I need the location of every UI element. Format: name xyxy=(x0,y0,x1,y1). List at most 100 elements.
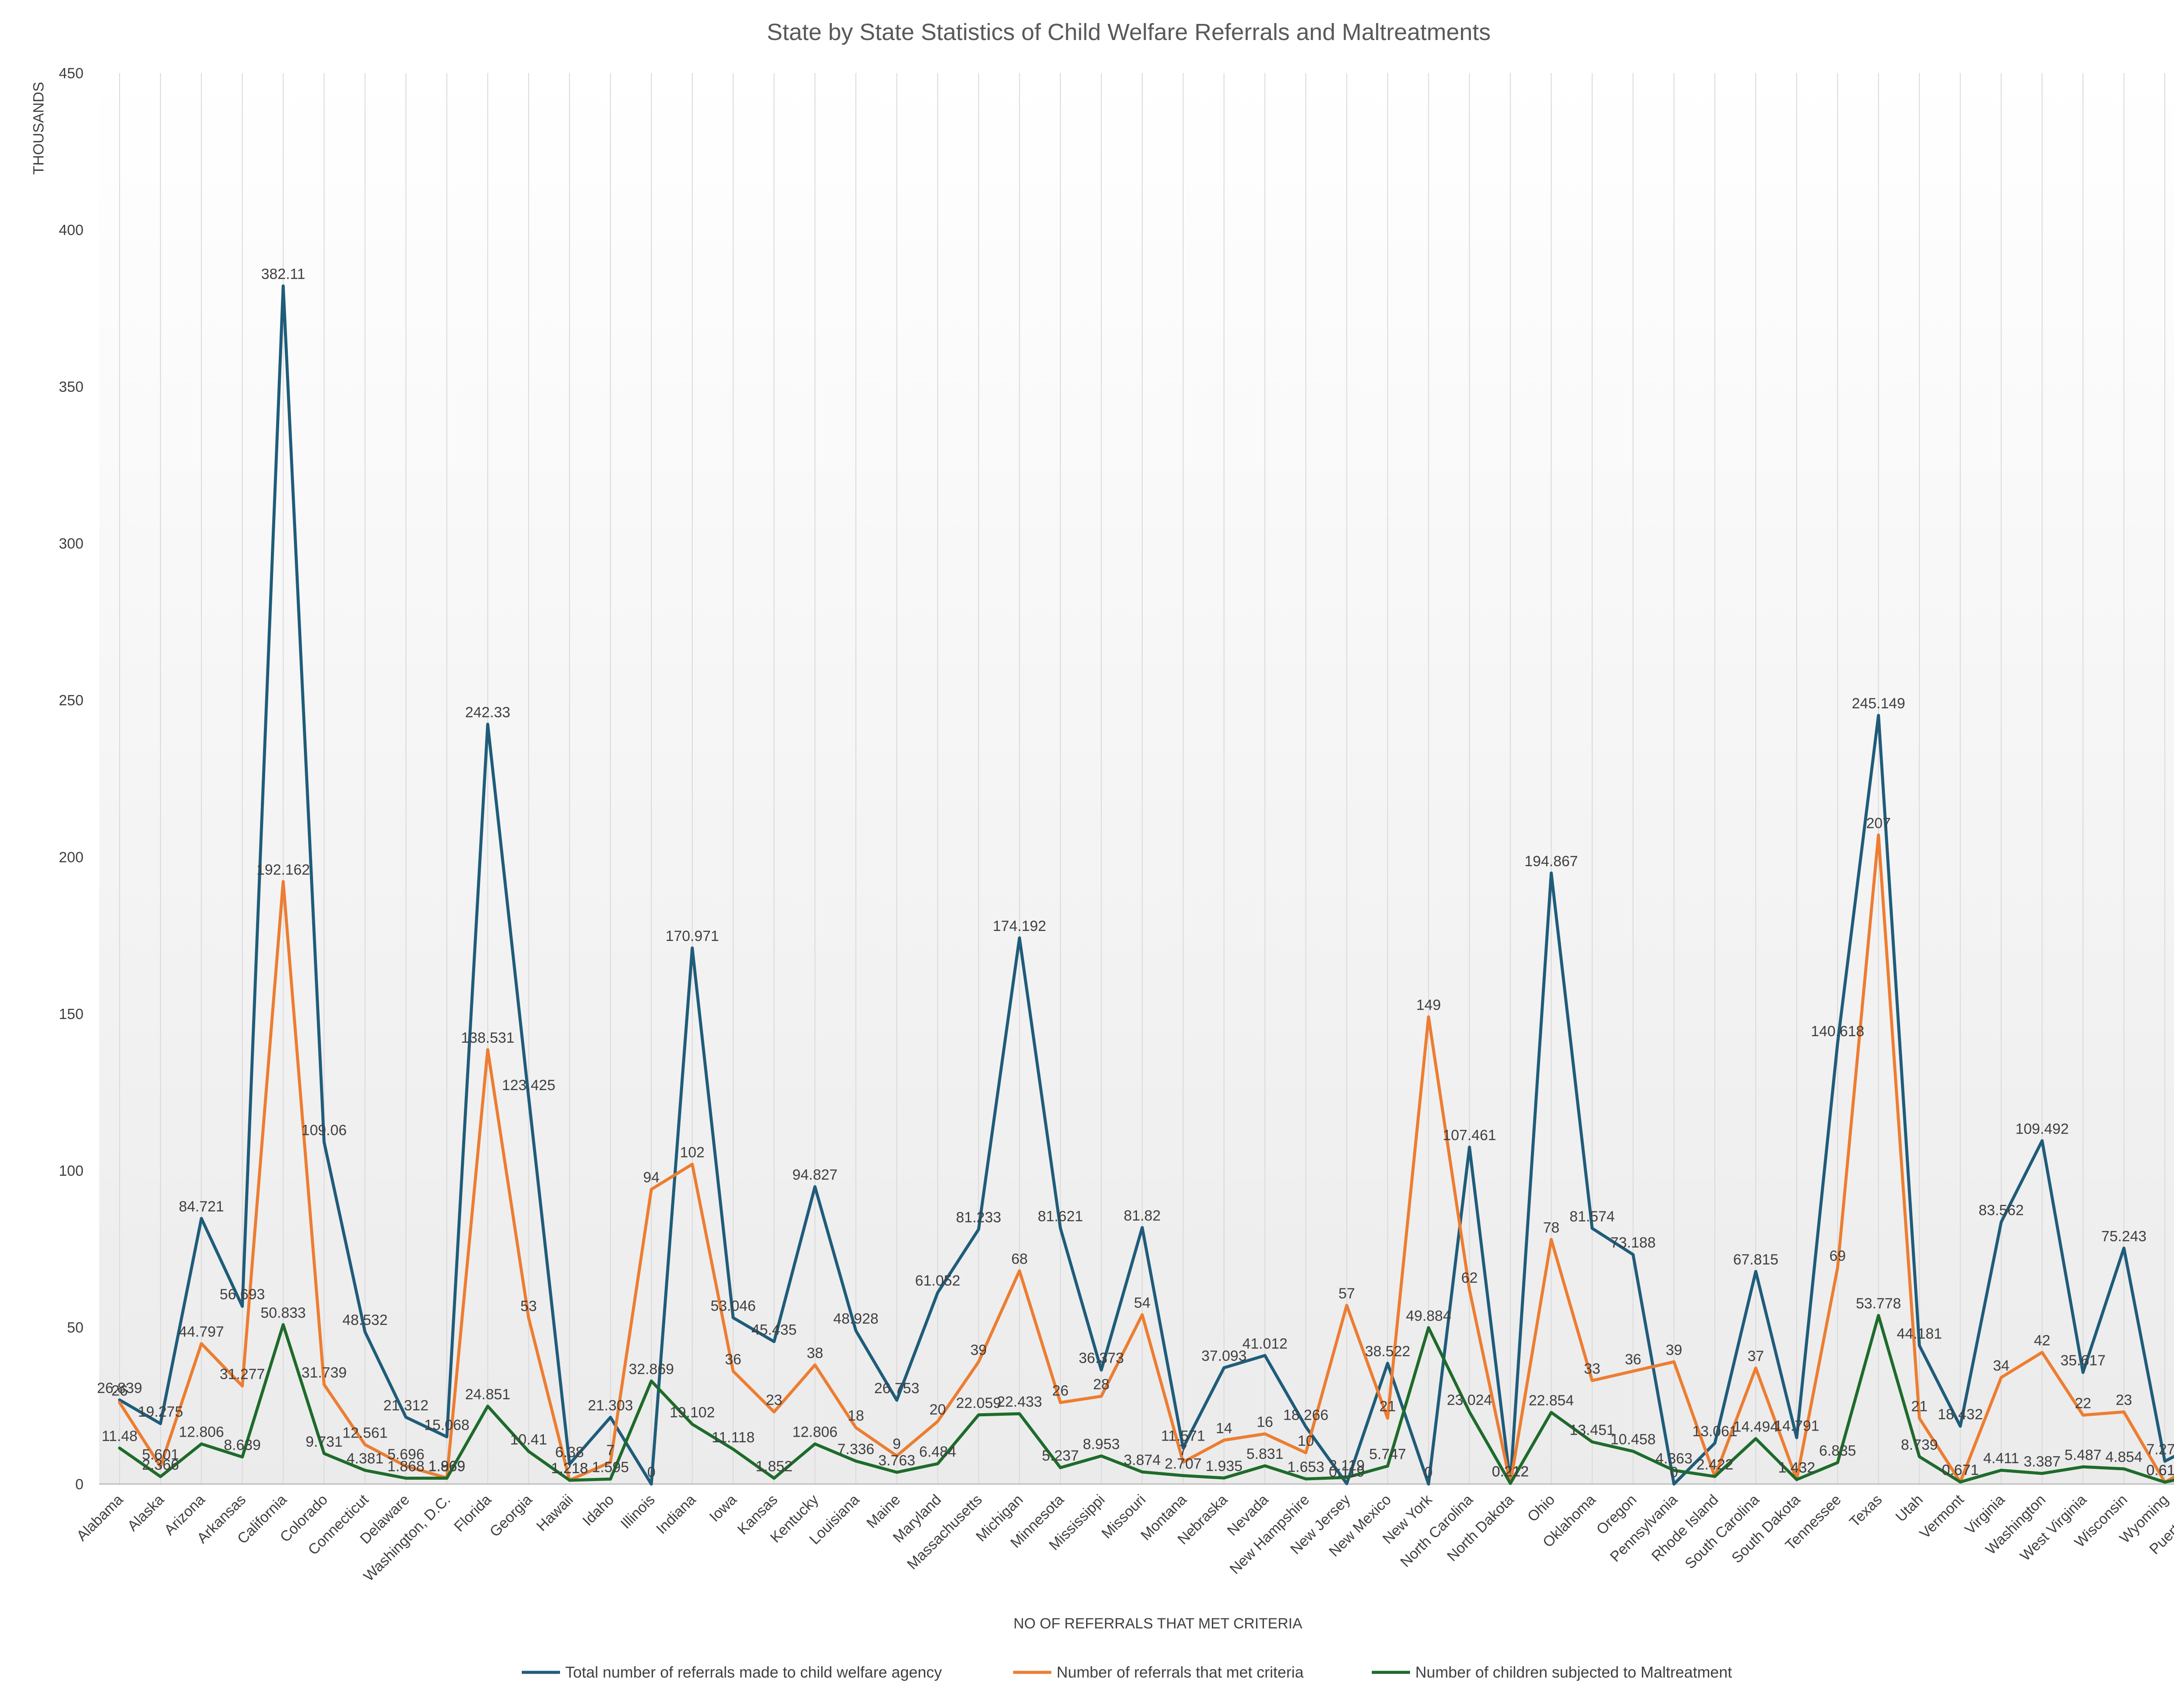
data-label: 35.617 xyxy=(2061,1352,2106,1369)
data-label: 9 xyxy=(893,1436,901,1452)
data-label: 41.012 xyxy=(1242,1335,1287,1352)
data-label: 3.387 xyxy=(2024,1454,2061,1470)
data-point xyxy=(404,1477,407,1480)
data-point xyxy=(363,1331,367,1334)
series-line-1 xyxy=(118,284,2174,1486)
y-tick-label: 100 xyxy=(59,1163,83,1179)
data-point xyxy=(323,1383,326,1386)
data-point xyxy=(1059,1401,1062,1404)
data-point xyxy=(1590,1227,1594,1230)
data-label: 23.024 xyxy=(1447,1392,1492,1408)
data-label: 3.874 xyxy=(1124,1452,1160,1468)
data-label: 1.868 xyxy=(387,1458,424,1475)
data-point xyxy=(527,1450,530,1453)
data-point xyxy=(814,1363,817,1366)
data-label: 0 xyxy=(1424,1464,1433,1481)
data-label: 6.835 xyxy=(1819,1443,1856,1459)
data-label: 53 xyxy=(520,1298,537,1314)
data-point xyxy=(977,1360,980,1363)
data-label: 67.815 xyxy=(1733,1251,1778,1268)
data-point xyxy=(1100,1454,1103,1458)
data-label: 31.739 xyxy=(301,1364,347,1381)
data-label: 73.188 xyxy=(1610,1234,1656,1251)
data-point xyxy=(1672,1469,1675,1472)
data-point xyxy=(1672,1360,1675,1363)
data-label: 48.532 xyxy=(343,1312,388,1328)
data-point xyxy=(1223,1477,1226,1480)
data-point xyxy=(773,1411,776,1414)
data-label: 22 xyxy=(2075,1395,2091,1411)
data-point xyxy=(609,1416,612,1419)
data-label: 4.854 xyxy=(2105,1449,2142,1465)
data-label: 44.181 xyxy=(1897,1325,1942,1342)
data-label: 54 xyxy=(1134,1295,1150,1311)
data-point xyxy=(1754,1270,1757,1273)
data-point xyxy=(895,1471,898,1474)
data-point xyxy=(732,1316,735,1319)
series-line-2 xyxy=(118,833,2174,1485)
data-label: 81.82 xyxy=(1124,1208,1160,1224)
data-point xyxy=(241,1384,244,1388)
data-point xyxy=(527,1316,530,1319)
data-label: 14.791 xyxy=(1774,1418,1819,1434)
data-point xyxy=(1304,1478,1307,1481)
legend-label: Total number of referrals made to child … xyxy=(565,1663,942,1681)
data-label: 382.11 xyxy=(261,266,305,283)
data-point xyxy=(854,1329,857,1332)
data-point xyxy=(1754,1437,1757,1440)
y-axis-title: THOUSANDS xyxy=(30,82,47,174)
data-point xyxy=(1386,1417,1389,1420)
series-line-3 xyxy=(118,1314,2174,1485)
data-point xyxy=(1304,1451,1307,1454)
y-tick-label: 200 xyxy=(59,849,83,866)
data-label: 26 xyxy=(1052,1383,1069,1399)
data-label: 4.363 xyxy=(1655,1451,1692,1467)
data-point xyxy=(2000,1376,2003,1379)
data-point xyxy=(854,1460,857,1463)
data-point xyxy=(1100,1395,1103,1398)
data-point xyxy=(1631,1370,1634,1373)
data-point xyxy=(1018,936,1021,939)
data-label: 5.696 xyxy=(387,1446,424,1463)
data-label: 138.531 xyxy=(461,1030,514,1046)
data-point xyxy=(241,1455,244,1458)
data-point xyxy=(1550,1411,1553,1414)
data-label: 2.366 xyxy=(142,1457,179,1473)
data-label: 24.851 xyxy=(465,1386,510,1403)
data-label: 26 xyxy=(111,1383,128,1399)
data-point xyxy=(2000,1469,2003,1472)
data-label: 16 xyxy=(1257,1414,1273,1431)
data-label: 0.119 xyxy=(1329,1464,1365,1480)
data-point xyxy=(977,1228,980,1231)
data-label: 56.693 xyxy=(220,1286,265,1303)
y-tick-label: 50 xyxy=(67,1319,83,1336)
data-point xyxy=(977,1413,980,1416)
data-point xyxy=(2081,1371,2084,1374)
data-label: 81.621 xyxy=(1038,1208,1083,1224)
data-label: 1.218 xyxy=(551,1460,588,1477)
data-point xyxy=(2122,1467,2125,1470)
data-label: 36.373 xyxy=(1079,1350,1124,1367)
data-point xyxy=(323,1452,326,1455)
data-label: 1.432 xyxy=(1778,1460,1815,1476)
data-label: 2.119 xyxy=(1329,1458,1365,1474)
data-label: 0.671 xyxy=(1942,1462,1979,1478)
data-point xyxy=(445,1477,448,1480)
y-tick-label: 250 xyxy=(59,692,83,709)
data-label: 81.233 xyxy=(956,1209,1001,1226)
data-label: 7.279 xyxy=(2146,1441,2174,1458)
data-label: 45.435 xyxy=(751,1321,797,1338)
data-point xyxy=(445,1435,448,1438)
data-point xyxy=(1672,1483,1675,1485)
data-label: 22.059 xyxy=(956,1395,1001,1411)
data-point xyxy=(568,1479,571,1482)
data-point xyxy=(854,1426,857,1429)
data-point xyxy=(527,1095,530,1098)
legend-label: Number of children subjected to Maltreat… xyxy=(1415,1663,1732,1681)
data-label: 194.867 xyxy=(1524,853,1578,870)
data-label: 20 xyxy=(930,1401,946,1418)
data-point xyxy=(159,1465,162,1468)
y-tick-label: 0 xyxy=(75,1476,83,1493)
data-label: 8.639 xyxy=(224,1437,261,1454)
